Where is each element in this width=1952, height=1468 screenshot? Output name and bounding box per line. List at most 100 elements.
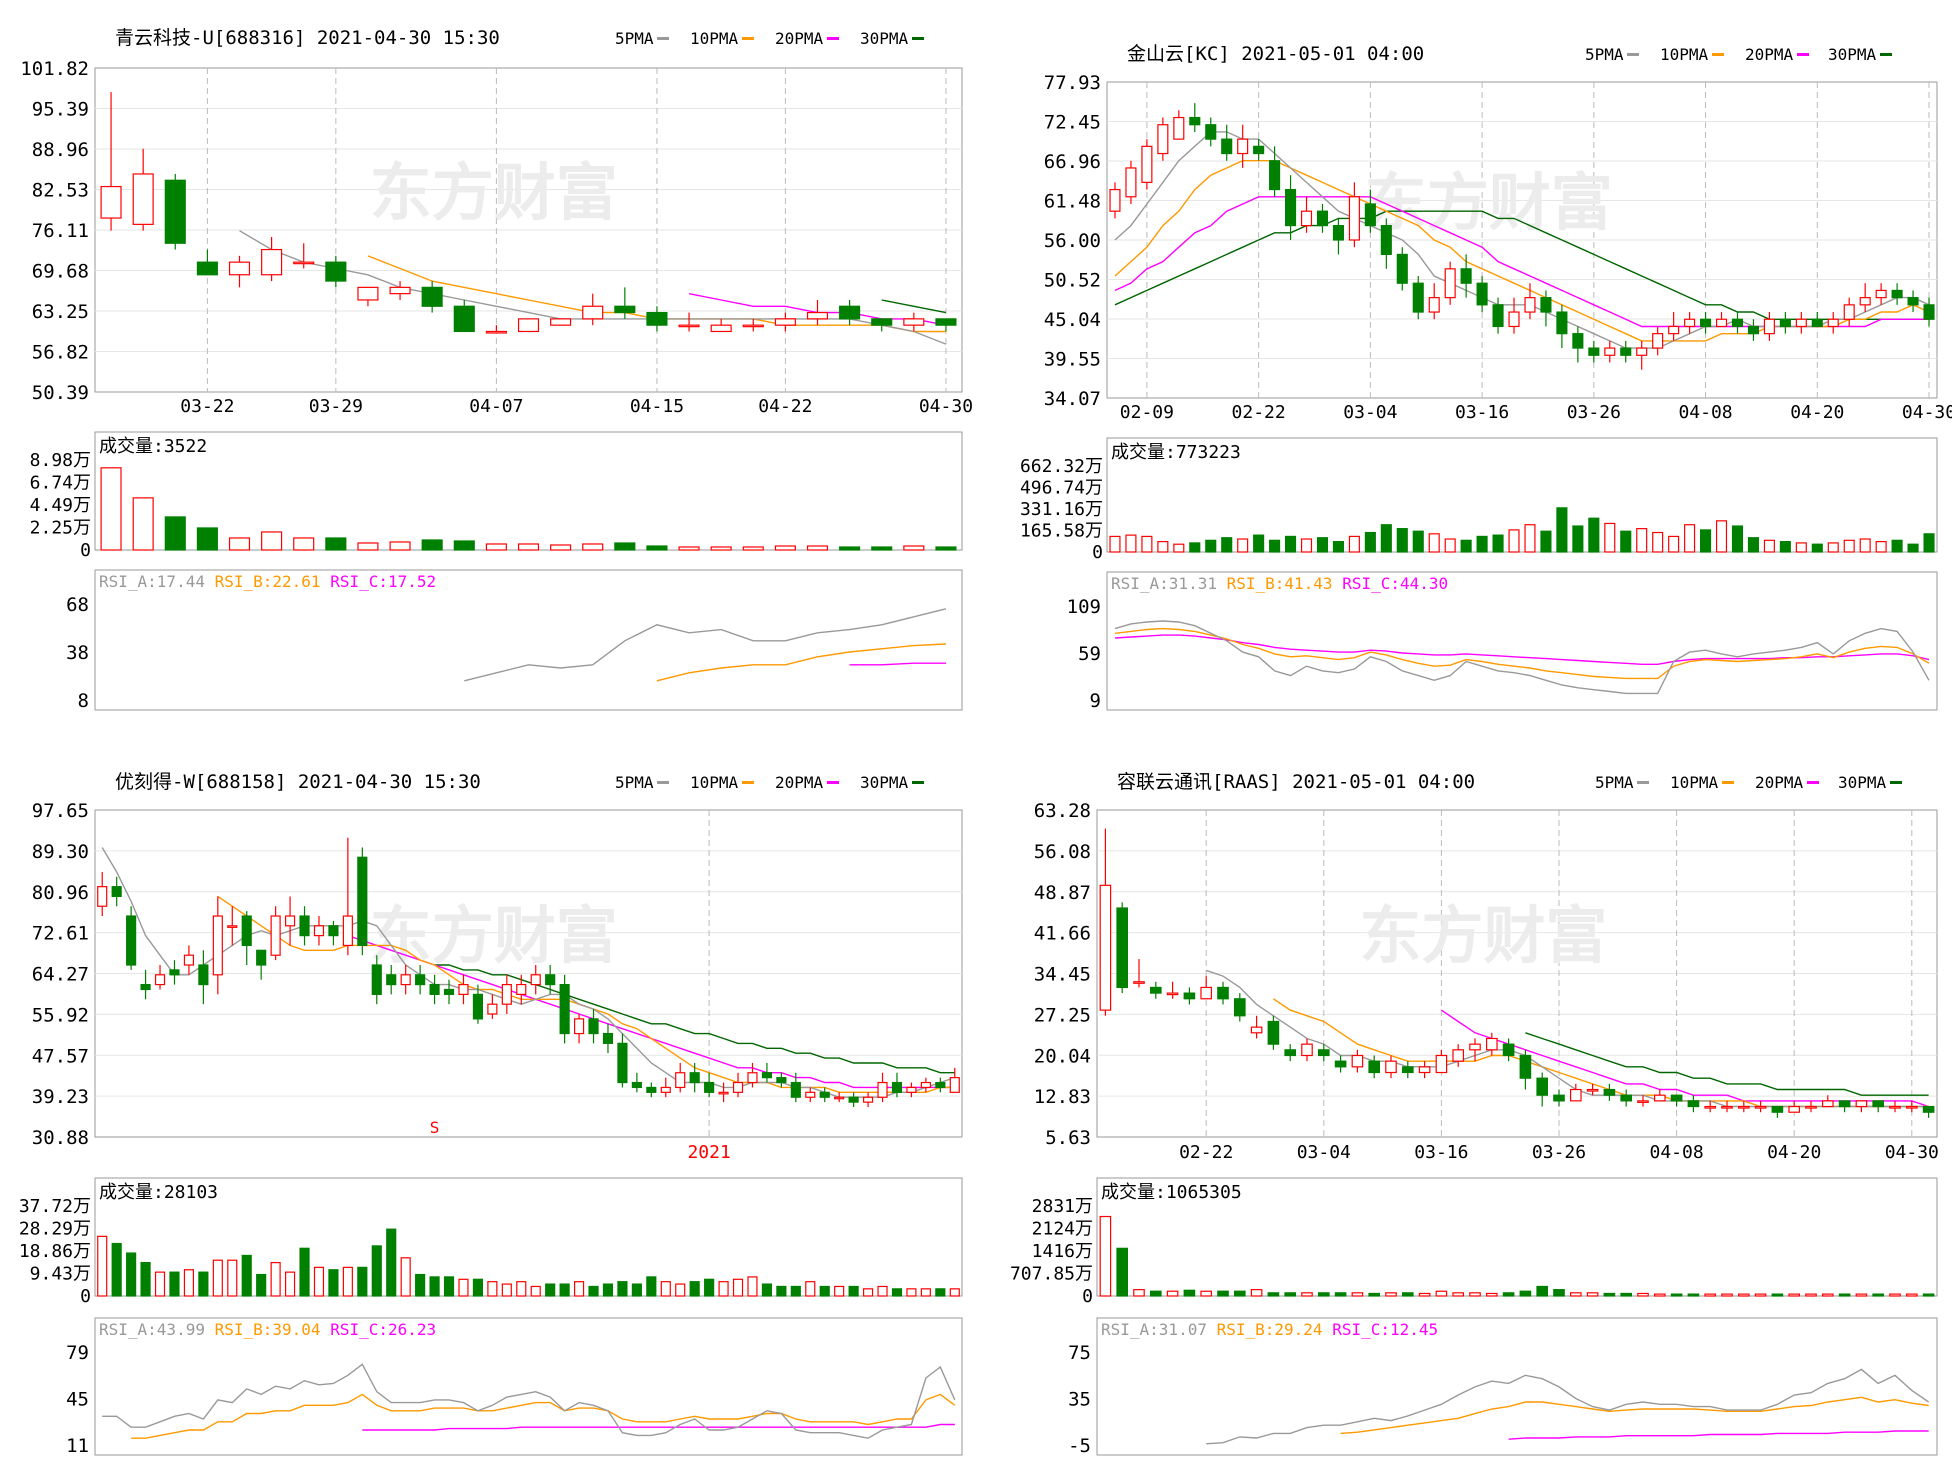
- volume-bar: [389, 541, 411, 551]
- candle-body: [1166, 992, 1179, 996]
- volume-bar: [111, 1242, 122, 1297]
- candle-body: [1923, 304, 1935, 320]
- rsi-legend-a: RSI_A:31.31: [1111, 574, 1227, 593]
- candle-body: [1747, 325, 1759, 335]
- candle-body: [1788, 1105, 1801, 1113]
- date-tick: 04-30: [919, 396, 973, 417]
- legend-label: 30PMA: [860, 773, 909, 792]
- volume-bar: [1811, 543, 1823, 553]
- volume-bar: [501, 1283, 512, 1297]
- legend-label: 20PMA: [1745, 45, 1794, 64]
- date-tick: 04-30: [1902, 402, 1952, 423]
- volume-bar: [1540, 530, 1552, 553]
- legend-swatch: [1627, 53, 1639, 56]
- candle-body: [1519, 1054, 1532, 1079]
- candle-body: [718, 1091, 729, 1095]
- candle-body: [516, 983, 527, 995]
- volume-bar: [325, 537, 347, 551]
- volume-bar: [704, 1278, 715, 1297]
- legend-swatch: [1807, 781, 1819, 784]
- date-tick: 04-08: [1650, 1142, 1704, 1163]
- volume-bar: [1859, 538, 1871, 553]
- volume-bar: [935, 1288, 946, 1297]
- volume-bar: [313, 1266, 325, 1297]
- chart-panel-3: 优刻得-W[688158] 2021-04-30 15:30 5PMA 10PMA 2…: [19, 771, 963, 1457]
- volume-bar: [1401, 1292, 1414, 1297]
- volume-tick: 6.74万: [30, 473, 91, 494]
- volume-bar: [1704, 1293, 1717, 1297]
- candle-body: [891, 1081, 903, 1093]
- rsi-tick: 9: [1090, 690, 1101, 712]
- volume-tick: 28.29万: [19, 1219, 91, 1240]
- volume-bar: [485, 543, 507, 551]
- volume-bar: [487, 1281, 498, 1297]
- volume-bar: [1754, 1293, 1767, 1297]
- volume-bar: [790, 1285, 801, 1297]
- rsi-c-line: [362, 1423, 955, 1431]
- candle-body: [154, 974, 166, 986]
- volume-tick: 496.74万: [1020, 478, 1103, 499]
- date-tick: 04-22: [758, 396, 812, 417]
- candle-body: [389, 286, 411, 295]
- candle-body: [710, 324, 732, 333]
- candle-body: [1508, 311, 1520, 328]
- volume-bar: [1452, 1292, 1465, 1297]
- legend-label: 20PMA: [775, 773, 824, 792]
- rsi-legend: RSI_A:43.99 RSI_B:39.04 RSI_C:26.23: [99, 1320, 436, 1339]
- candle-body: [1536, 1077, 1549, 1096]
- candle-body: [241, 915, 252, 947]
- volume-bar: [573, 1281, 585, 1297]
- volume-bar: [1189, 542, 1201, 553]
- volume-bar: [1183, 1289, 1196, 1297]
- volume-bar: [1891, 539, 1903, 553]
- candle-body: [1603, 1088, 1616, 1096]
- volume-bar: [1805, 1293, 1817, 1297]
- volume-bar: [241, 1254, 252, 1297]
- volume-bar: [1149, 1290, 1162, 1297]
- volume-label: 成交量:773223: [1111, 442, 1241, 463]
- volume-bar: [839, 546, 861, 551]
- price-tick: 72.61: [32, 923, 89, 945]
- volume-bar: [270, 1261, 281, 1297]
- price-tick: 50.39: [32, 382, 89, 404]
- legend-label: 30PMA: [1828, 45, 1877, 64]
- candle-body: [212, 915, 223, 976]
- volume-bar: [1301, 1292, 1313, 1297]
- volume-bar: [530, 1285, 541, 1297]
- volume-bar: [386, 1228, 397, 1297]
- rsi-tick: 8: [78, 690, 89, 712]
- candle-body: [530, 974, 541, 986]
- price-tick: 69.68: [32, 261, 89, 283]
- volume-bar: [732, 1278, 744, 1297]
- volume-bar: [848, 1285, 859, 1297]
- rsi-legend: RSI_A:31.07 RSI_B:29.24 RSI_C:12.45: [1101, 1320, 1438, 1339]
- rsi-panel-frame: [94, 569, 963, 711]
- volume-bar: [1922, 1293, 1935, 1297]
- volume-bar: [602, 1283, 614, 1297]
- candle-body: [819, 1091, 830, 1098]
- legend-label: 5PMA: [1585, 45, 1624, 64]
- volume-tick: 8.98万: [30, 450, 91, 471]
- candle-body: [1604, 347, 1616, 356]
- volume-bar: [1519, 1290, 1532, 1297]
- volume-bar: [1872, 1293, 1885, 1297]
- date-tick: 02-22: [1179, 1142, 1233, 1163]
- volume-bar: [877, 1285, 888, 1297]
- price-tick: 34.07: [1044, 388, 1101, 410]
- volume-tick: 2.25万: [30, 518, 91, 539]
- rsi-tick: 79: [66, 1342, 89, 1364]
- chart-title: 青云科技-U[688316] 2021-04-30 15:30: [115, 27, 500, 49]
- volume-bar: [1233, 1290, 1246, 1297]
- ma30-line: [881, 299, 947, 314]
- price-tick: 66.96: [1044, 151, 1101, 173]
- legend-label: 5PMA: [1595, 773, 1634, 792]
- candle-body: [1380, 224, 1392, 256]
- rsi-c-line: [1508, 1430, 1929, 1440]
- candle-body: [588, 1018, 599, 1035]
- candle-body: [198, 964, 209, 986]
- chart-panel-2: 金山云[KC] 2021-05-01 04:00 5PMA 10PMA 20PMA 30…: [1020, 43, 1952, 712]
- volume-bar: [1668, 535, 1680, 553]
- candle-body: [949, 1077, 960, 1093]
- candle-body: [1200, 986, 1213, 1000]
- volume-bar: [742, 546, 764, 551]
